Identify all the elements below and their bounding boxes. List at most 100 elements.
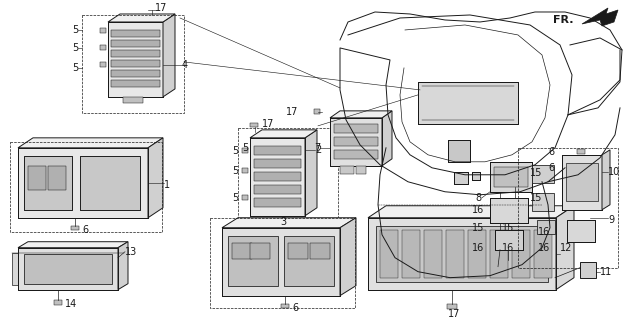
Polygon shape <box>556 206 574 290</box>
Text: 7: 7 <box>314 143 320 153</box>
Bar <box>250 243 270 259</box>
Polygon shape <box>163 14 175 97</box>
Polygon shape <box>340 218 356 296</box>
Text: 6: 6 <box>82 225 88 235</box>
Bar <box>118 253 124 285</box>
Bar <box>210 218 355 308</box>
Bar <box>18 248 118 290</box>
Bar <box>330 118 382 166</box>
Bar <box>80 156 140 210</box>
Text: 3: 3 <box>280 217 286 227</box>
Bar <box>334 137 378 146</box>
Bar <box>518 148 618 268</box>
Polygon shape <box>108 14 175 22</box>
Text: 5: 5 <box>232 193 238 203</box>
Text: 14: 14 <box>65 299 77 308</box>
Bar <box>356 166 366 174</box>
Bar <box>48 166 66 190</box>
Bar <box>24 156 72 210</box>
Bar <box>418 82 518 124</box>
Bar <box>250 138 305 216</box>
Bar <box>468 230 486 278</box>
Bar <box>12 253 18 285</box>
Bar <box>424 230 442 278</box>
Text: 9: 9 <box>608 215 614 225</box>
Polygon shape <box>305 130 317 216</box>
Bar <box>566 163 598 201</box>
Text: 1: 1 <box>164 180 170 190</box>
Bar <box>537 220 555 234</box>
Text: 11: 11 <box>600 267 612 277</box>
Bar <box>80 156 140 210</box>
Text: 15: 15 <box>502 223 514 233</box>
Bar <box>567 220 595 242</box>
Bar <box>512 230 530 278</box>
Bar <box>232 243 252 259</box>
Bar <box>228 236 278 286</box>
Bar <box>254 146 301 155</box>
Bar <box>448 140 470 162</box>
Text: 12: 12 <box>560 243 572 253</box>
Polygon shape <box>222 218 356 228</box>
Text: 6: 6 <box>549 147 555 157</box>
Text: 17: 17 <box>155 3 168 13</box>
Polygon shape <box>148 138 163 218</box>
Bar <box>495 230 523 250</box>
Bar <box>368 218 556 290</box>
Text: 16: 16 <box>538 227 550 237</box>
Bar <box>100 62 106 67</box>
Bar <box>100 45 106 50</box>
Bar <box>82 15 184 113</box>
Bar <box>532 165 554 183</box>
Bar <box>472 172 480 180</box>
Bar <box>490 198 528 223</box>
Text: FR.: FR. <box>553 15 574 25</box>
Bar <box>418 82 518 124</box>
Bar <box>494 167 528 187</box>
Bar <box>577 149 585 154</box>
Text: 15: 15 <box>530 168 543 178</box>
Bar <box>580 262 596 278</box>
Polygon shape <box>368 206 574 218</box>
Text: 4: 4 <box>182 60 188 70</box>
Polygon shape <box>250 130 317 138</box>
Bar <box>334 150 378 159</box>
Bar <box>534 230 552 278</box>
Text: 5: 5 <box>232 166 238 176</box>
Polygon shape <box>382 111 392 166</box>
Bar <box>222 228 340 296</box>
Bar <box>111 70 160 77</box>
Text: 17: 17 <box>448 308 460 319</box>
Text: 15: 15 <box>530 193 543 203</box>
Text: 16: 16 <box>472 243 484 253</box>
Bar <box>446 230 464 278</box>
Text: 5: 5 <box>72 63 78 73</box>
Bar <box>111 80 160 87</box>
Text: 13: 13 <box>125 247 138 257</box>
Polygon shape <box>602 150 610 210</box>
Text: 17: 17 <box>262 119 274 129</box>
Text: 5: 5 <box>72 25 78 35</box>
Text: 17: 17 <box>286 107 298 117</box>
Text: 16: 16 <box>502 243 514 253</box>
Bar <box>108 22 163 97</box>
Bar <box>454 172 468 184</box>
Bar <box>490 162 532 192</box>
Bar <box>330 118 382 166</box>
Bar <box>288 243 308 259</box>
Bar <box>108 22 163 97</box>
Bar <box>402 230 420 278</box>
Polygon shape <box>330 111 392 118</box>
Bar <box>490 162 532 192</box>
Bar <box>111 50 160 57</box>
Bar <box>123 97 143 103</box>
Bar <box>314 109 320 114</box>
Bar <box>238 128 338 228</box>
Bar <box>100 28 106 33</box>
Text: 8: 8 <box>476 193 482 203</box>
Bar <box>71 226 79 230</box>
Text: 10: 10 <box>608 167 620 177</box>
Bar <box>24 156 72 210</box>
Bar <box>284 236 334 286</box>
Bar <box>490 230 508 278</box>
